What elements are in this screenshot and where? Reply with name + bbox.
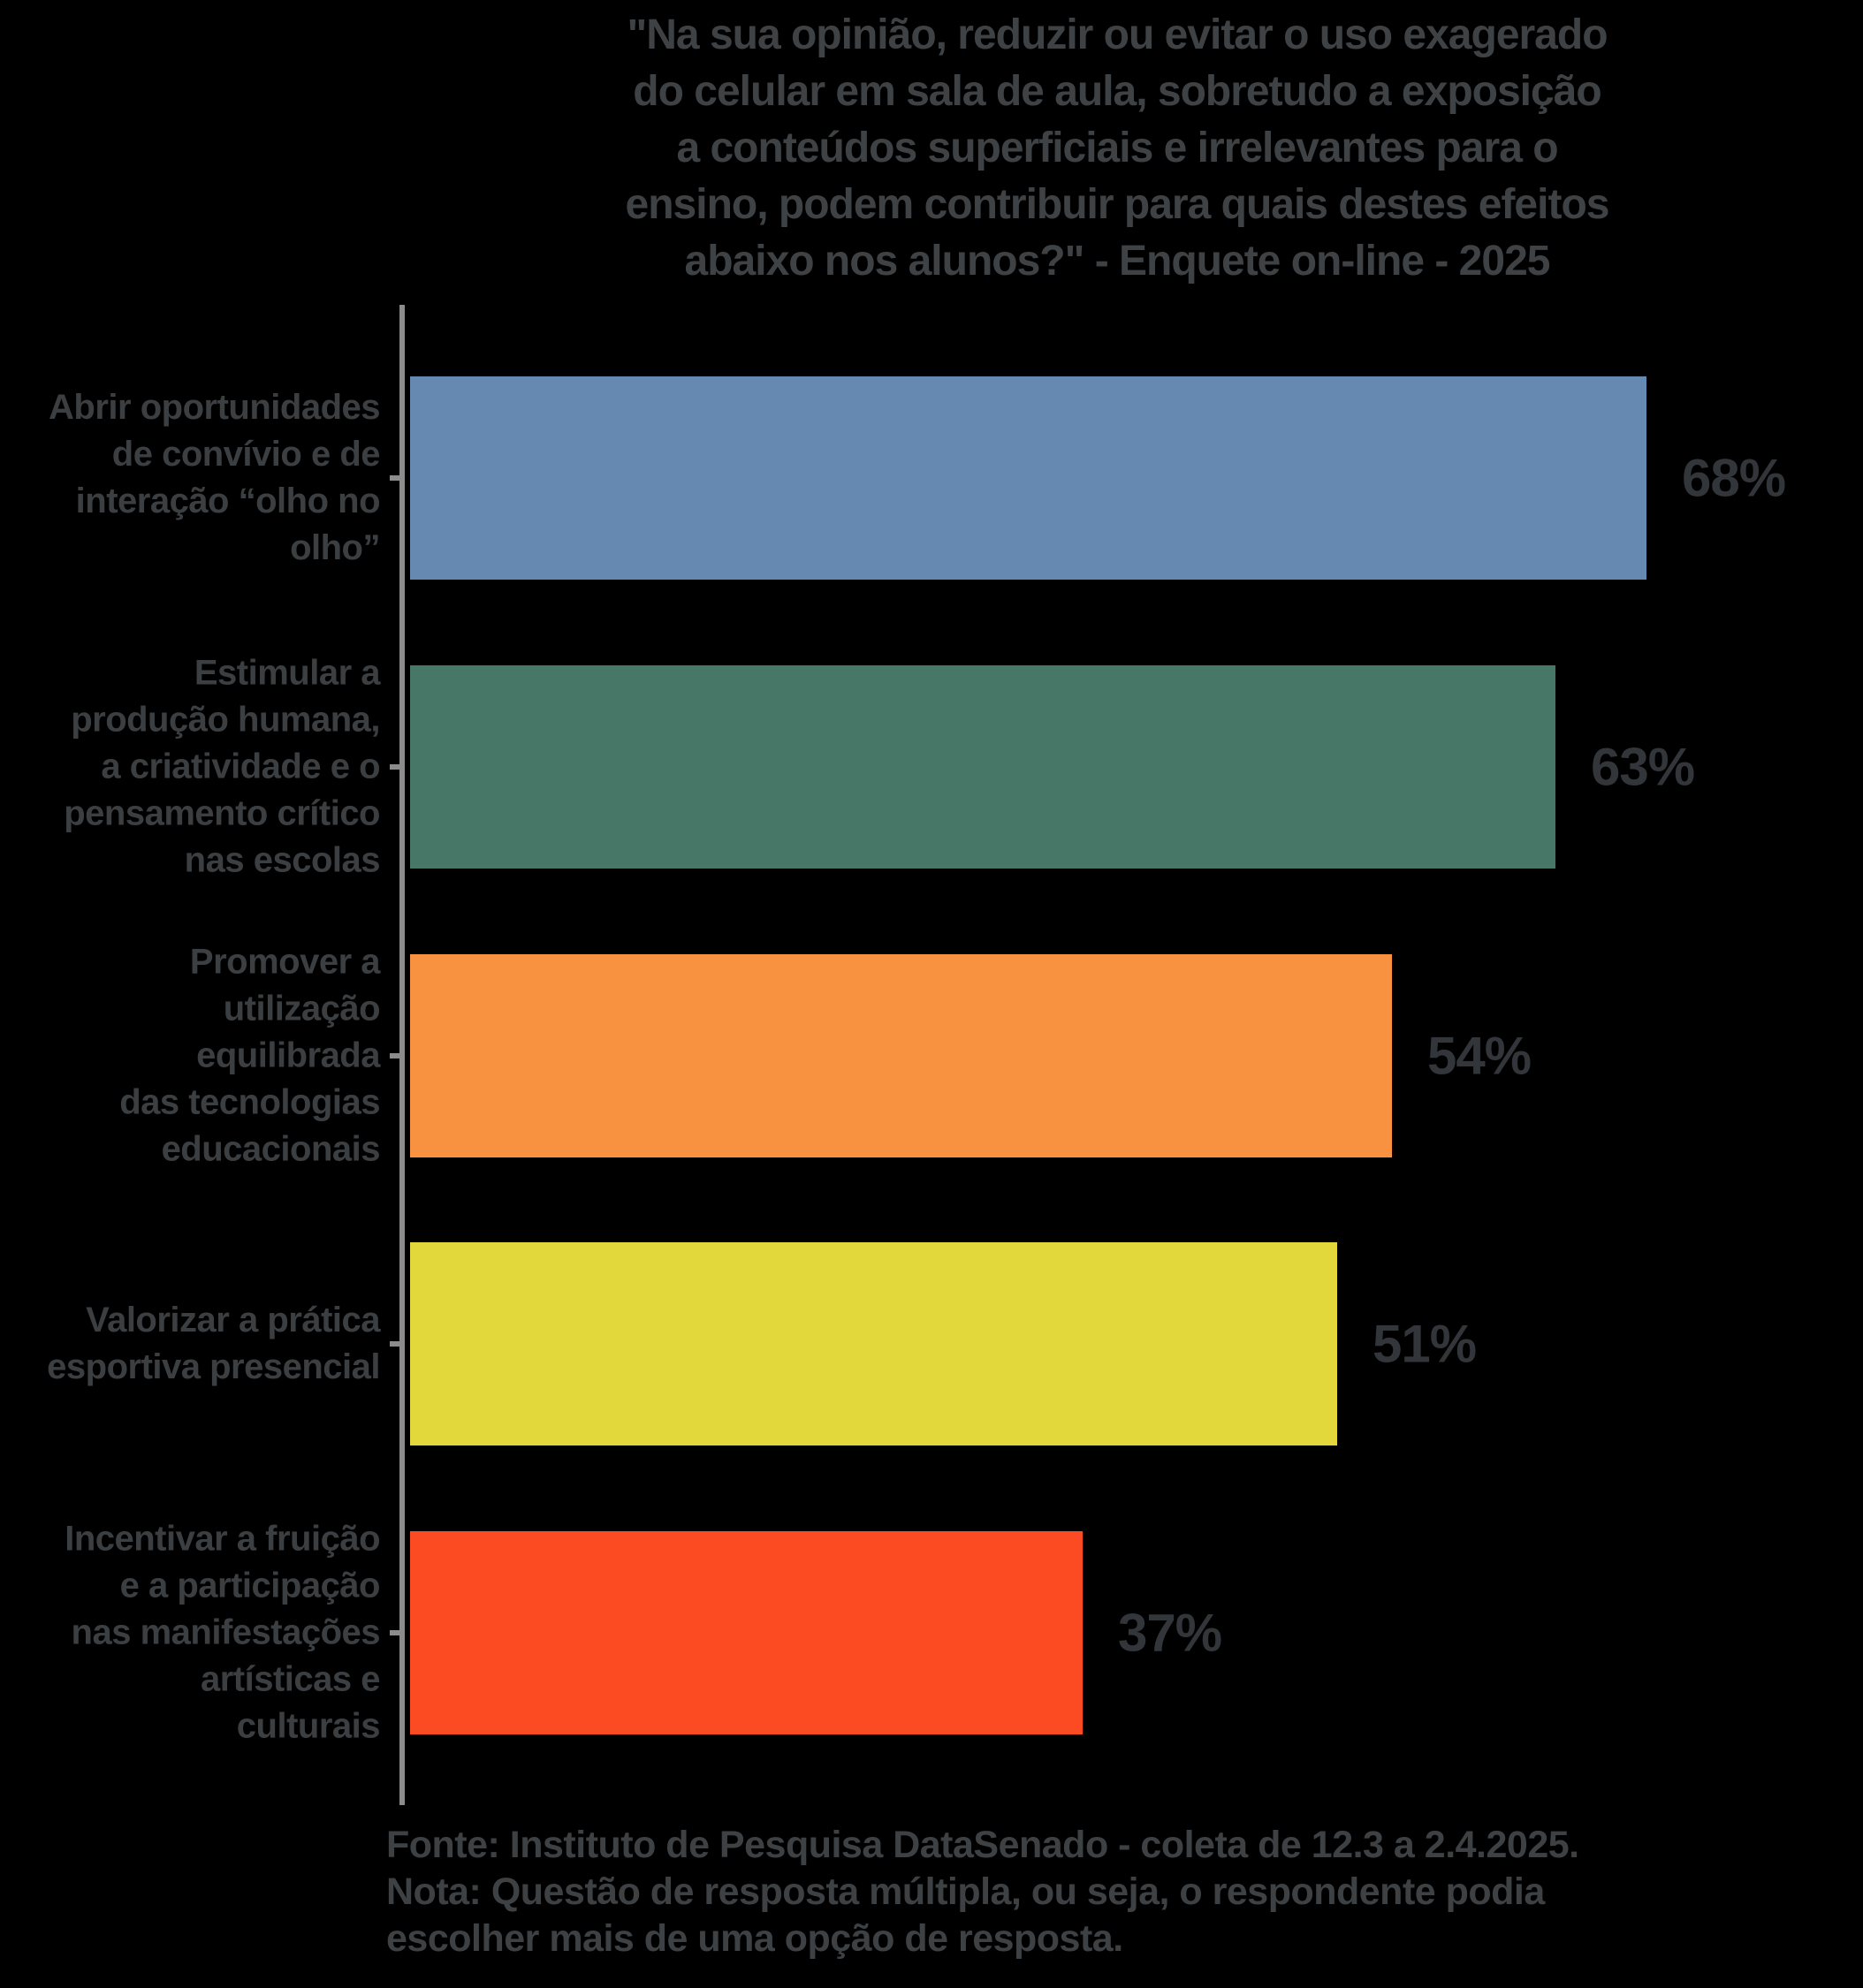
axis-tick bbox=[390, 763, 400, 770]
value-label: 51% bbox=[1373, 1314, 1477, 1374]
axis-tick bbox=[390, 475, 400, 481]
category-label: Estimular a produção humana, a criativid… bbox=[64, 653, 380, 880]
chart-title: "Na sua opinião, reduzir ou evitar o uso… bbox=[625, 11, 1610, 285]
source-note: Fonte: Instituto de Pesquisa DataSenado … bbox=[386, 1824, 1579, 1960]
bar bbox=[410, 953, 1392, 1157]
y-axis-line bbox=[399, 305, 405, 1805]
bar bbox=[410, 1242, 1337, 1446]
value-label: 63% bbox=[1591, 737, 1695, 797]
category-label: Incentivar a fruição e a participação na… bbox=[65, 1519, 380, 1746]
value-label: 37% bbox=[1118, 1603, 1222, 1663]
bar bbox=[410, 1531, 1083, 1734]
category-label: Promover a utilização equilibrada das te… bbox=[119, 942, 380, 1168]
category-label: Abrir oportunidades de convívio e de int… bbox=[49, 388, 380, 567]
bar bbox=[410, 664, 1555, 869]
axis-tick bbox=[390, 1630, 400, 1635]
axis-tick bbox=[390, 1341, 400, 1347]
category-label: Valorizar a prática esportiva presencial bbox=[47, 1301, 380, 1387]
axis-tick bbox=[390, 1052, 400, 1058]
value-label: 54% bbox=[1427, 1026, 1532, 1085]
value-label: 68% bbox=[1682, 448, 1786, 508]
bar bbox=[410, 376, 1646, 580]
